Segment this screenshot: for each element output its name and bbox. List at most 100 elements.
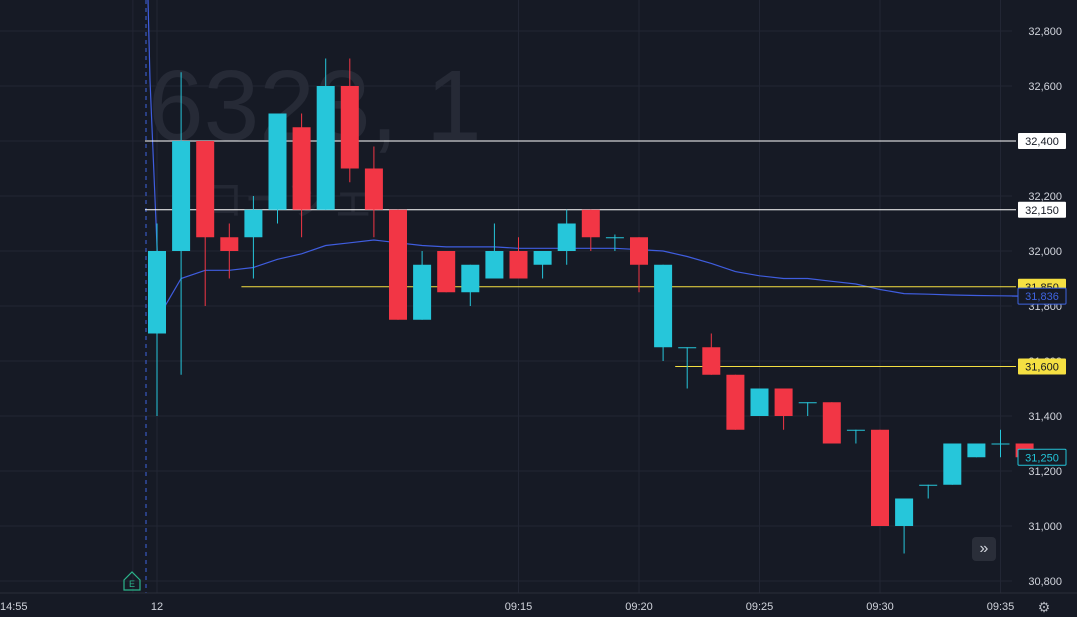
candle xyxy=(726,374,745,430)
candle xyxy=(798,402,817,416)
level-label-bg xyxy=(1018,201,1066,218)
candle-body xyxy=(798,402,817,404)
price-tag-label: 31,250 xyxy=(1025,452,1059,464)
earnings-icon-shape xyxy=(123,571,141,591)
candle-body xyxy=(967,443,986,458)
candle-body xyxy=(461,264,480,293)
candle-body xyxy=(630,237,648,265)
vwap-line xyxy=(156,239,1025,321)
watermark-name: ローツェ xyxy=(200,176,375,225)
candle-body xyxy=(557,223,576,251)
candle xyxy=(605,234,624,251)
candle xyxy=(750,388,769,416)
level-label: 32,400 xyxy=(1025,136,1059,148)
candle-body xyxy=(702,347,721,375)
candle xyxy=(413,251,432,320)
candle-body xyxy=(822,402,841,444)
x-tick-label: 14:55 xyxy=(0,601,28,613)
candle-body xyxy=(991,443,1010,445)
candle-body xyxy=(292,127,311,210)
level-label: 32,150 xyxy=(1025,205,1059,217)
candle xyxy=(871,429,889,526)
x-tick-label: 09:25 xyxy=(746,601,774,613)
candle xyxy=(557,209,576,265)
candle-body xyxy=(533,251,552,265)
candle-body xyxy=(895,498,914,526)
settings-gear-icon[interactable]: ⚙ xyxy=(1037,598,1051,615)
candle xyxy=(943,443,962,485)
candle-body xyxy=(774,388,793,416)
price-tag-bg xyxy=(1017,448,1067,466)
candle-body xyxy=(943,443,962,485)
y-tick-label: 31,200 xyxy=(1028,466,1062,478)
x-tick-label: 09:20 xyxy=(625,601,653,613)
candle xyxy=(509,237,528,279)
candle-body xyxy=(485,251,504,279)
candle-body xyxy=(919,484,938,486)
candle xyxy=(581,209,600,251)
candle xyxy=(292,113,311,238)
candle-body xyxy=(750,388,769,416)
scroll-to-realtime-button[interactable]: » xyxy=(972,537,996,561)
price-tag-label: 31,836 xyxy=(1025,291,1059,303)
candle-body xyxy=(196,141,215,238)
level-label: 31,600 xyxy=(1025,362,1059,374)
candle-body xyxy=(244,209,263,238)
candle xyxy=(485,223,504,279)
x-tick-label: 12 xyxy=(151,601,163,613)
y-tick-label: 32,800 xyxy=(1028,26,1062,38)
candle xyxy=(678,347,697,389)
candle-body xyxy=(148,251,166,334)
level-label-bg xyxy=(1018,358,1066,375)
candle xyxy=(774,388,793,430)
earnings-icon: E xyxy=(123,571,141,591)
candle xyxy=(172,72,191,375)
candle xyxy=(244,196,263,279)
candle xyxy=(437,251,456,293)
candle-body xyxy=(581,209,600,238)
y-tick-label: 31,000 xyxy=(1028,521,1062,533)
candle-body xyxy=(220,237,239,251)
candle xyxy=(268,113,287,224)
candle-body xyxy=(726,374,745,430)
candle xyxy=(822,402,841,444)
candle xyxy=(533,251,552,279)
price-tag-bg xyxy=(1017,287,1067,305)
candle-body xyxy=(364,168,383,210)
candle xyxy=(895,498,914,554)
candle-body xyxy=(316,86,335,210)
candle xyxy=(630,237,648,293)
candle xyxy=(967,443,986,458)
candle xyxy=(340,58,359,183)
candle-body xyxy=(605,237,624,239)
earnings-label: E xyxy=(129,579,135,589)
candle-body xyxy=(509,251,528,279)
candle-body xyxy=(268,113,287,210)
y-tick-label: 32,600 xyxy=(1028,81,1062,93)
candle-body xyxy=(871,429,889,526)
candle-body xyxy=(172,141,191,251)
candle xyxy=(991,429,1010,458)
candle xyxy=(196,141,215,306)
y-tick-label: 31,400 xyxy=(1028,411,1062,423)
candle-body xyxy=(389,209,407,320)
x-tick-label: 09:35 xyxy=(987,601,1015,613)
x-tick-label: 09:15 xyxy=(505,601,533,613)
candle xyxy=(919,484,938,499)
candle-body xyxy=(846,429,865,431)
candle-body xyxy=(437,251,456,293)
y-tick-label: 30,800 xyxy=(1028,576,1062,588)
candle xyxy=(846,429,865,444)
candle xyxy=(389,209,407,320)
level-label-bg xyxy=(1018,133,1066,149)
candle xyxy=(364,146,383,238)
candle-body xyxy=(340,86,359,169)
x-tick-label: 09:30 xyxy=(866,601,894,613)
candle xyxy=(316,58,335,210)
candle-body xyxy=(678,347,697,349)
candle-body xyxy=(654,264,673,348)
candle-body xyxy=(413,264,432,320)
y-tick-label: 32,200 xyxy=(1028,191,1062,203)
